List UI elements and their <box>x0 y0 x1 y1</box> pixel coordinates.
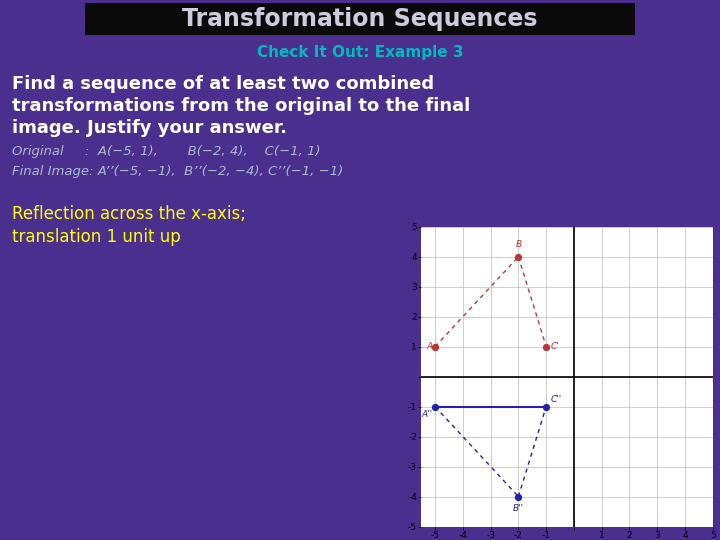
Text: Reflection across the x-axis;: Reflection across the x-axis; <box>12 205 246 223</box>
Point <box>513 252 524 261</box>
Text: C': C' <box>550 342 559 351</box>
Point <box>429 402 441 411</box>
Text: B'': B'' <box>513 504 524 513</box>
Text: B: B <box>516 240 521 249</box>
Point <box>513 492 524 501</box>
FancyBboxPatch shape <box>85 3 635 35</box>
Text: Final Image: A’’(−5, −1),  B’’(−2, −4), C’’(−1, −1): Final Image: A’’(−5, −1), B’’(−2, −4), C… <box>12 165 343 178</box>
Point <box>541 402 552 411</box>
Text: Original     :  A(−5, 1),       B(−2, 4),    C(−1, 1): Original : A(−5, 1), B(−2, 4), C(−1, 1) <box>12 145 320 158</box>
Text: image. Justify your answer.: image. Justify your answer. <box>12 119 287 137</box>
Text: A'': A'' <box>421 410 432 418</box>
Text: transformations from the original to the final: transformations from the original to the… <box>12 97 470 115</box>
Text: Transformation Sequences: Transformation Sequences <box>182 7 538 31</box>
Text: A: A <box>426 342 432 351</box>
Point <box>429 342 441 351</box>
Point <box>541 342 552 351</box>
Text: translation 1 unit up: translation 1 unit up <box>12 228 181 246</box>
Text: Find a sequence of at least two combined: Find a sequence of at least two combined <box>12 75 434 93</box>
Text: Check It Out: Example 3: Check It Out: Example 3 <box>257 45 463 60</box>
Text: C'': C'' <box>550 395 562 403</box>
